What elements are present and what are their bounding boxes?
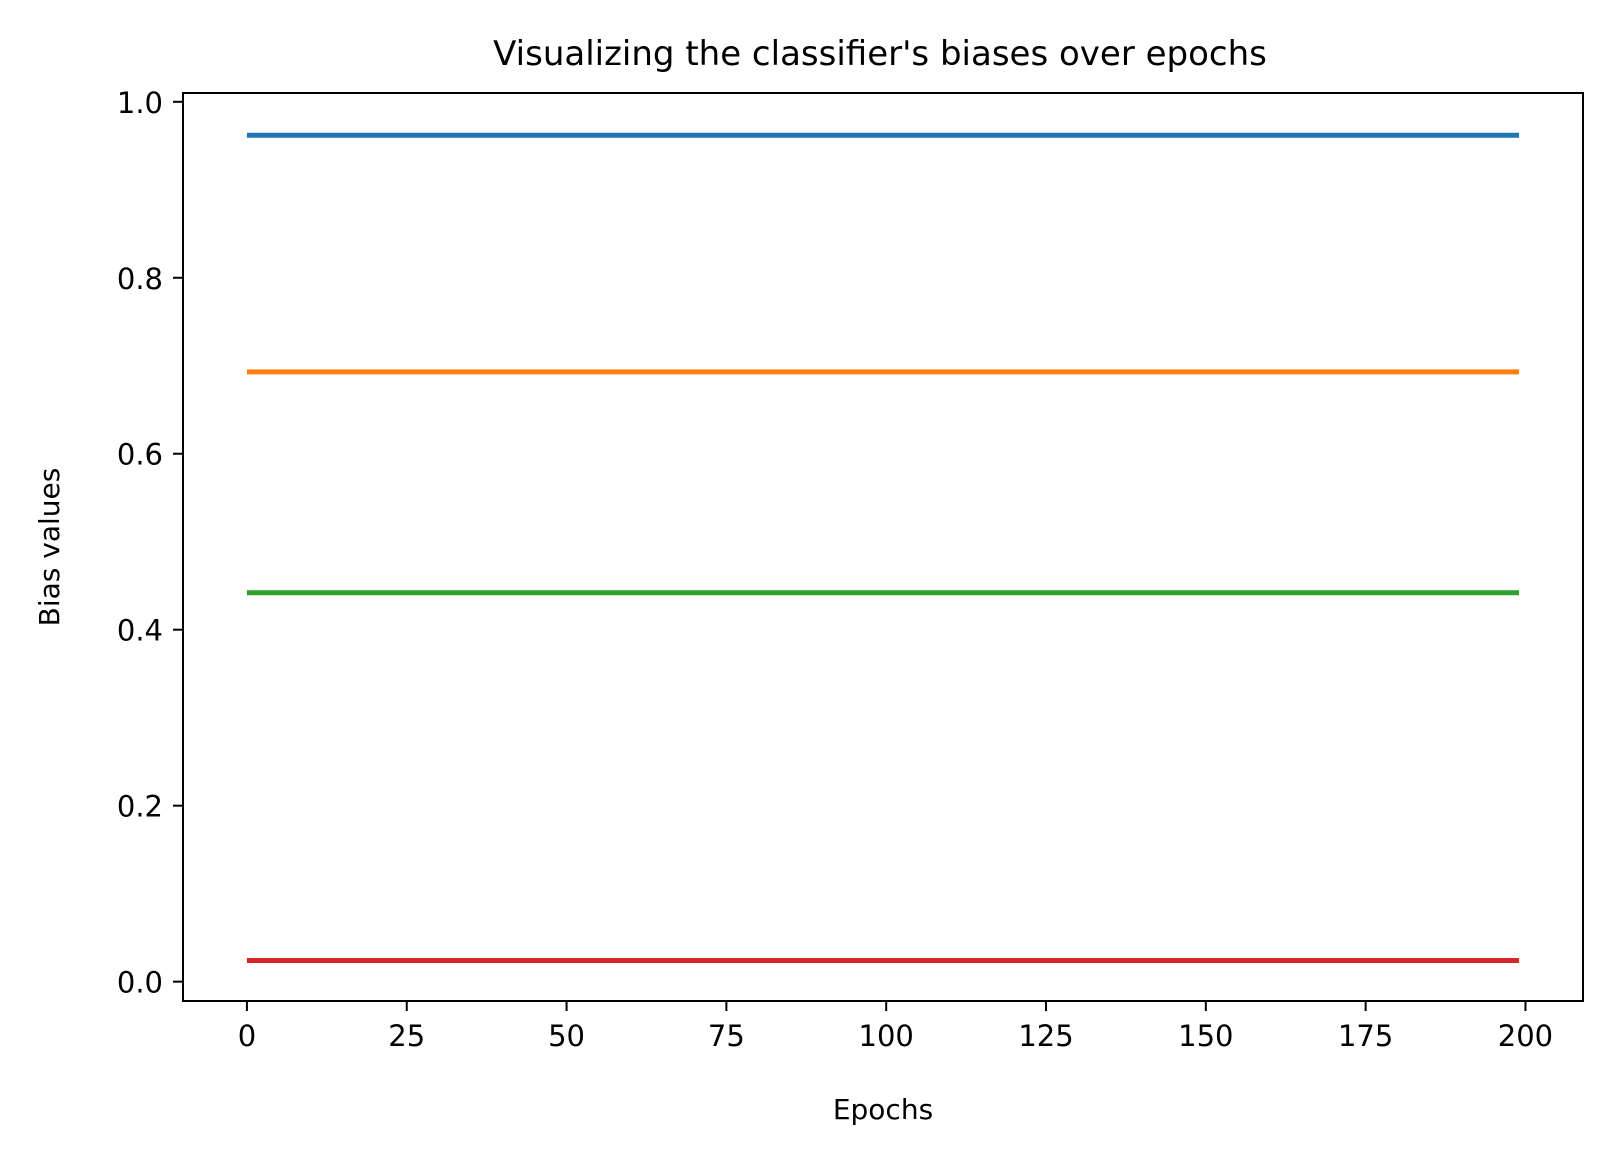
x-tick-label: 0 [238,1019,256,1053]
x-tick-label: 175 [1338,1019,1393,1053]
x-tick-label: 25 [388,1019,425,1053]
x-axis-label: Epochs [833,1093,933,1126]
axis-layer: 0 25 50 75 100 125 150 175 200 0.0 0.2 0.4 0.6 0.8 1.0 [117,86,1553,1053]
y-tick-label: 0.0 [117,966,163,1000]
chart-title: Visualizing the classifier's biases over… [493,34,1267,74]
plot-area-frame [182,92,1584,1002]
x-tick-label: 150 [1178,1019,1233,1053]
x-tick-label: 200 [1498,1019,1553,1053]
series-layer [246,132,1520,964]
y-tick-label: 0.2 [117,790,163,824]
y-tick-label: 0.8 [117,262,163,296]
x-tick-label: 125 [1018,1019,1073,1053]
x-tick-label: 50 [548,1019,585,1053]
y-axis-label: Bias values [33,468,66,627]
x-tick-label: 100 [859,1019,914,1053]
y-tick-label: 1.0 [117,86,163,120]
y-tick-label: 0.4 [117,614,163,648]
y-tick-label: 0.6 [117,438,163,472]
x-tick-label: 75 [708,1019,745,1053]
